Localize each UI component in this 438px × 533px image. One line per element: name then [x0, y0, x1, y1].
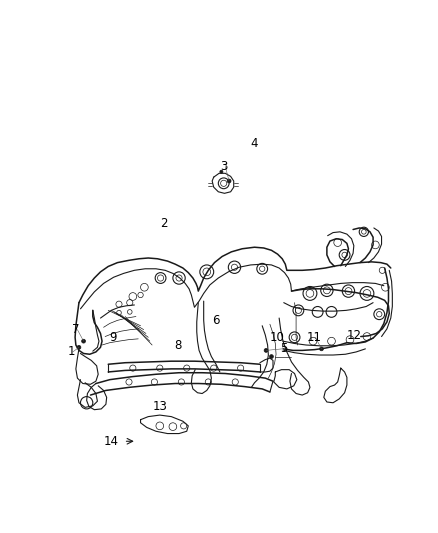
Circle shape	[77, 345, 81, 349]
Circle shape	[227, 179, 231, 183]
Text: 9: 9	[109, 331, 117, 344]
Circle shape	[269, 354, 273, 359]
Text: 6: 6	[212, 314, 220, 327]
Text: 3: 3	[220, 160, 227, 173]
Text: 1: 1	[67, 345, 75, 358]
Text: 2: 2	[160, 217, 167, 230]
Circle shape	[81, 339, 85, 343]
Circle shape	[264, 349, 268, 352]
Circle shape	[320, 347, 323, 351]
Text: 12: 12	[347, 329, 362, 342]
Text: 8: 8	[174, 338, 181, 351]
Text: 4: 4	[251, 137, 258, 150]
Circle shape	[220, 170, 223, 173]
Text: 11: 11	[306, 331, 321, 344]
Text: 10: 10	[270, 331, 285, 344]
Text: 14: 14	[104, 435, 119, 448]
Text: 7: 7	[72, 323, 80, 336]
Text: 5: 5	[280, 342, 287, 356]
Text: 13: 13	[153, 400, 168, 413]
